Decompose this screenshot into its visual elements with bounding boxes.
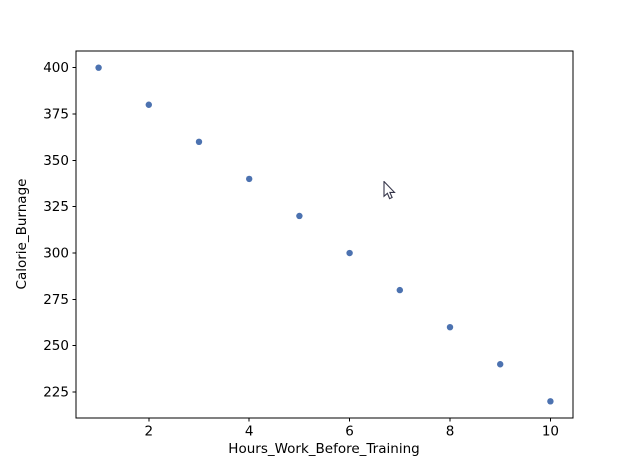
y-tick-label: 225 xyxy=(43,385,69,401)
y-tick-label: 250 xyxy=(43,338,69,354)
y-tick-label: 325 xyxy=(43,199,69,215)
data-point xyxy=(396,286,404,294)
data-point xyxy=(195,138,203,146)
y-tick-label: 350 xyxy=(43,153,69,169)
data-point xyxy=(346,249,353,257)
axes-spines xyxy=(75,50,574,419)
x-tick-label: 6 xyxy=(345,424,354,440)
y-tick-label: 300 xyxy=(43,246,69,262)
data-point xyxy=(245,175,253,183)
data-point xyxy=(296,212,303,220)
y-axis-label: Calorie_Burnage xyxy=(14,179,30,290)
y-tick-label: 275 xyxy=(43,292,69,308)
data-point xyxy=(547,398,554,405)
y-tick-label: 375 xyxy=(43,107,69,123)
x-tick-label: 10 xyxy=(542,424,559,440)
x-axis-label: Hours_Work_Before_Training xyxy=(228,441,419,457)
data-point xyxy=(446,323,454,331)
data-point xyxy=(95,64,102,71)
x-tick-label: 2 xyxy=(144,424,153,440)
y-tick-label: 400 xyxy=(43,60,69,76)
data-point xyxy=(497,361,504,368)
x-tick-label: 8 xyxy=(446,424,455,440)
data-point xyxy=(145,101,152,108)
x-tick-label: 4 xyxy=(245,424,254,440)
